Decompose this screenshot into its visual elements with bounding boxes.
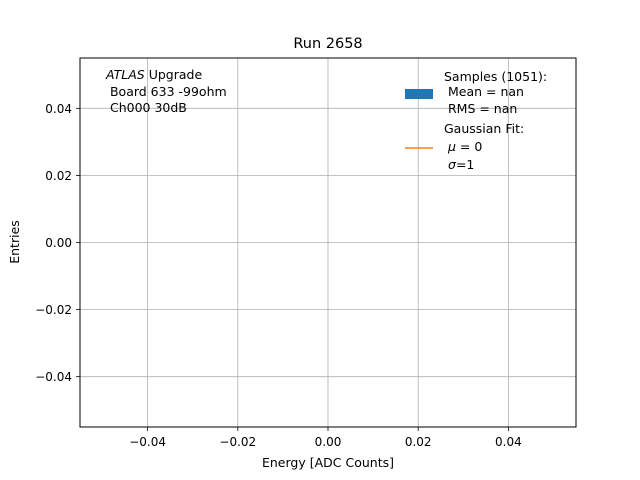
- legend-samples-rms: RMS = nan: [444, 101, 517, 116]
- x-tick-label: −0.04: [129, 435, 166, 449]
- x-tick-label: −0.02: [219, 435, 256, 449]
- x-tick-label: 0.02: [405, 435, 432, 449]
- svg-text:ATLAS Upgrade: ATLAS Upgrade: [105, 67, 202, 82]
- svg-text:σ=1: σ=1: [448, 157, 474, 172]
- y-tick-label: −0.04: [35, 370, 72, 384]
- legend: Samples (1051): Mean = nan RMS = nan Gau…: [405, 69, 547, 172]
- legend-fit-mu-symbol: μ: [447, 139, 456, 154]
- y-axis-label: Entries: [7, 220, 22, 264]
- legend-samples-mean: Mean = nan: [444, 84, 524, 99]
- y-tick-label: 0.00: [45, 236, 72, 250]
- legend-fit-sigma-value: =1: [456, 157, 474, 172]
- y-tick-label: −0.02: [35, 303, 72, 317]
- svg-text:μ = 0: μ = 0: [447, 139, 482, 154]
- x-tick-label: 0.00: [315, 435, 342, 449]
- chart-title: Run 2658: [293, 36, 362, 52]
- y-axis-ticks: −0.04 −0.02 0.00 0.02 0.04: [35, 102, 80, 384]
- channel-label: Ch000 30dB: [106, 100, 187, 115]
- y-tick-label: 0.04: [45, 102, 72, 116]
- grid-lines: [80, 58, 576, 427]
- legend-samples-title: Samples (1051):: [444, 69, 547, 84]
- board-label: Board 633 -99ohm: [106, 84, 227, 99]
- legend-fit-sigma-symbol: σ: [448, 157, 457, 172]
- atlas-label: ATLAS: [105, 67, 145, 82]
- x-axis-ticks: −0.04 −0.02 0.00 0.02 0.04: [129, 427, 522, 449]
- atlas-annotation: ATLAS Upgrade Board 633 -99ohm Ch000 30d…: [105, 67, 227, 115]
- legend-fit-mu-value: = 0: [456, 139, 482, 154]
- x-tick-label: 0.04: [495, 435, 522, 449]
- upgrade-label: Upgrade: [145, 67, 203, 82]
- legend-samples-swatch: [405, 89, 433, 99]
- y-tick-label: 0.02: [45, 169, 72, 183]
- legend-fit-title: Gaussian Fit:: [444, 121, 524, 136]
- x-axis-label: Energy [ADC Counts]: [262, 455, 394, 470]
